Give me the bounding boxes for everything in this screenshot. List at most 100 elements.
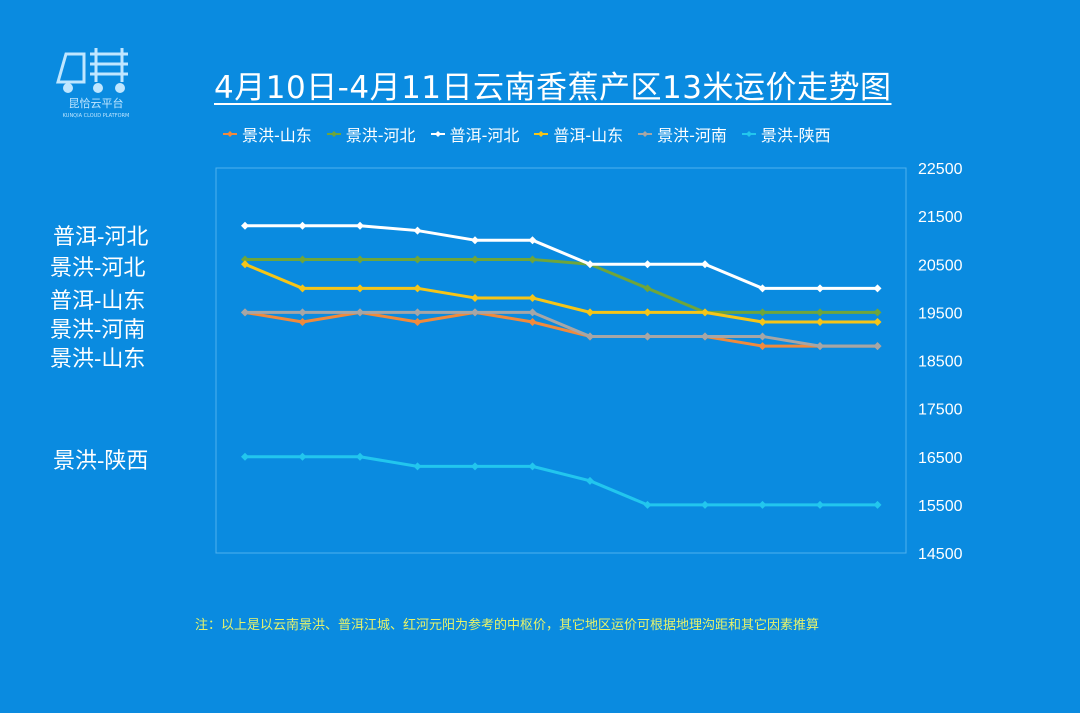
data-point	[471, 308, 479, 317]
legend-item: 景洪-河北	[326, 122, 416, 146]
data-point	[528, 308, 537, 317]
logo-icon: 昆恰云平台 KUNQIA CLOUD PLATFORM	[56, 48, 130, 119]
data-point	[643, 284, 652, 293]
data-point	[816, 342, 824, 351]
data-point	[298, 452, 307, 461]
data-point	[758, 308, 767, 317]
series-line-1	[243, 257, 879, 314]
y-tick-label: 17500	[918, 402, 963, 419]
data-point	[758, 284, 767, 293]
data-point	[873, 342, 882, 351]
series-line-0	[243, 310, 879, 348]
series-line-5	[243, 455, 879, 507]
data-point	[471, 255, 479, 264]
data-point	[816, 500, 824, 509]
y-tick-label: 18500	[918, 354, 963, 371]
side-label: 景洪-陕西	[53, 449, 149, 474]
data-point	[816, 284, 824, 293]
side-label: 普洱-山东	[50, 289, 146, 314]
legend-item: 景洪-山东	[222, 122, 312, 146]
data-point	[873, 318, 882, 326]
data-point	[758, 500, 767, 509]
data-point	[873, 284, 882, 293]
legend-label: 普洱-河北	[449, 126, 520, 145]
legend-label: 景洪-山东	[242, 126, 312, 145]
data-point	[586, 476, 594, 485]
chart-legend: 景洪-山东 景洪-河北 普洱-河北 普洱-山东 景洪-河南 景洪-陕西	[222, 122, 845, 146]
side-label: 景洪-河南	[50, 318, 146, 343]
data-point	[643, 260, 652, 269]
legend-item: 普洱-河北	[430, 122, 520, 146]
data-point	[241, 308, 249, 317]
plot-area	[215, 167, 907, 554]
data-point	[413, 462, 422, 471]
series-line-2	[243, 224, 879, 290]
data-point	[298, 284, 307, 293]
legend-item: 景洪-河南	[637, 122, 727, 146]
side-label: 景洪-河北	[50, 256, 146, 281]
data-point	[356, 221, 364, 230]
legend-swatch	[741, 131, 756, 137]
legend-label: 景洪-河北	[345, 126, 416, 145]
data-point	[241, 221, 249, 230]
y-tick-label: 21500	[918, 209, 963, 226]
y-tick-label: 22500	[918, 161, 963, 178]
y-tick-label: 19500	[918, 305, 963, 322]
data-point	[241, 452, 249, 461]
data-point	[758, 342, 767, 351]
data-point	[298, 255, 307, 264]
data-point	[356, 308, 364, 317]
legend-label: 景洪-陕西	[760, 126, 831, 145]
data-point	[758, 318, 767, 326]
y-tick-label: 14500	[918, 546, 963, 563]
legend-swatch	[326, 131, 341, 137]
data-point	[586, 308, 594, 317]
data-point	[298, 308, 307, 317]
data-point	[356, 452, 364, 461]
data-point	[701, 500, 709, 509]
data-point	[701, 332, 709, 341]
data-point	[528, 318, 537, 326]
data-point	[413, 226, 422, 235]
data-point	[816, 308, 824, 317]
side-label: 景洪-山东	[50, 347, 146, 372]
data-point	[356, 255, 364, 264]
data-point	[413, 255, 422, 264]
data-point	[298, 221, 307, 230]
data-point	[701, 260, 709, 269]
y-tick-label: 20500	[918, 257, 963, 274]
data-point	[528, 462, 537, 471]
series-line-4	[243, 310, 879, 348]
data-point	[241, 255, 249, 264]
data-point	[701, 308, 709, 317]
data-point	[643, 500, 652, 509]
data-point	[528, 236, 537, 245]
logo-caption: 昆恰云平台	[69, 96, 124, 110]
data-point	[471, 462, 479, 471]
data-point	[643, 332, 652, 341]
data-point	[586, 332, 594, 341]
data-point	[586, 260, 594, 269]
legend-item: 普洱-山东	[533, 122, 623, 146]
footnote: 注：以上是以云南景洪、普洱江城、红河元阳为参考的中枢价，其它地区运价可根据地理沟…	[195, 618, 820, 633]
y-tick-label: 16500	[918, 450, 963, 467]
data-point	[873, 500, 882, 509]
legend-item: 景洪-陕西	[741, 122, 831, 146]
data-point	[413, 318, 422, 326]
data-point	[413, 284, 422, 293]
data-point	[471, 293, 479, 302]
logo-subcaption: KUNQIA CLOUD PLATFORM	[63, 113, 130, 119]
data-point	[873, 308, 882, 317]
legend-label: 普洱-山东	[553, 126, 624, 145]
data-point	[298, 318, 307, 326]
legend-swatch	[534, 131, 549, 137]
data-point	[528, 255, 537, 264]
series-line-3	[243, 262, 879, 324]
data-point	[528, 293, 537, 302]
chart-title: 4月10日-4月11日云南香蕉产区13米运价走势图	[214, 70, 892, 106]
data-point	[471, 236, 479, 245]
data-point	[643, 308, 652, 317]
legend-swatch	[430, 131, 445, 137]
data-point	[758, 332, 767, 341]
